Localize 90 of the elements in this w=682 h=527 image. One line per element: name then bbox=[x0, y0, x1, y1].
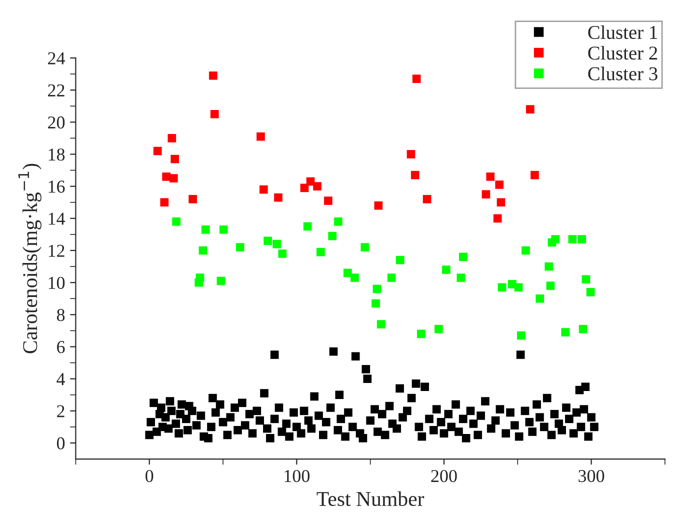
legend-label: Cluster 1 bbox=[588, 25, 657, 40]
point bbox=[514, 283, 523, 292]
y-tick-label: 2 bbox=[57, 405, 64, 418]
point bbox=[278, 250, 287, 258]
point bbox=[219, 225, 228, 234]
y-tick-label: 12 bbox=[48, 244, 64, 257]
point bbox=[201, 225, 210, 234]
point bbox=[168, 134, 176, 142]
point bbox=[456, 274, 466, 282]
point bbox=[551, 235, 560, 244]
point bbox=[582, 275, 590, 284]
point bbox=[495, 180, 504, 189]
point bbox=[372, 284, 382, 294]
point bbox=[162, 172, 170, 181]
y-tick-label: 8 bbox=[56, 308, 65, 322]
point bbox=[544, 262, 554, 271]
point bbox=[482, 190, 490, 198]
point bbox=[172, 217, 180, 226]
point bbox=[236, 243, 244, 252]
y-tick-label: 18 bbox=[48, 148, 65, 161]
point bbox=[526, 105, 534, 114]
point bbox=[496, 198, 506, 207]
point bbox=[313, 182, 322, 190]
point bbox=[169, 174, 178, 182]
x-axis-title: Test Number bbox=[316, 491, 424, 506]
y-tick-label: 0 bbox=[56, 437, 65, 450]
point bbox=[216, 276, 226, 286]
point bbox=[196, 274, 204, 282]
y-tick-label: 24 bbox=[48, 52, 66, 64]
y-axis-title: Carotenoids(mg·kg$^{−1}$) bbox=[18, 164, 42, 354]
point bbox=[376, 320, 386, 328]
point bbox=[486, 172, 495, 181]
point bbox=[578, 235, 586, 244]
point bbox=[442, 266, 450, 274]
point bbox=[272, 240, 281, 248]
x-tick-label: 0 bbox=[146, 470, 154, 482]
point bbox=[536, 294, 544, 303]
point bbox=[153, 146, 162, 156]
point bbox=[188, 194, 197, 204]
point bbox=[256, 132, 265, 141]
point bbox=[372, 299, 380, 308]
point bbox=[374, 201, 383, 210]
point bbox=[458, 252, 468, 262]
point bbox=[568, 235, 577, 244]
point bbox=[210, 110, 219, 118]
point bbox=[328, 232, 336, 240]
point bbox=[350, 274, 359, 282]
point bbox=[343, 268, 352, 278]
point bbox=[160, 198, 169, 207]
x-tick-label: 100 bbox=[284, 470, 310, 482]
point bbox=[410, 170, 420, 180]
point bbox=[498, 283, 506, 292]
point bbox=[360, 243, 370, 252]
point bbox=[396, 256, 404, 264]
point bbox=[208, 71, 218, 80]
point bbox=[561, 328, 570, 336]
point bbox=[586, 288, 595, 296]
y-tick-label: 22 bbox=[48, 84, 64, 96]
point bbox=[406, 150, 416, 158]
point bbox=[387, 274, 396, 282]
point bbox=[578, 324, 588, 334]
point bbox=[300, 184, 309, 192]
legend-label: Cluster 2 bbox=[588, 46, 658, 60]
point bbox=[274, 193, 282, 202]
point bbox=[546, 282, 555, 290]
point bbox=[416, 330, 426, 338]
y-tick-label: 16 bbox=[48, 180, 65, 193]
legend-label: Cluster 3 bbox=[588, 66, 658, 80]
y-tick-label: 6 bbox=[57, 341, 65, 354]
x-tick-label: 200 bbox=[431, 470, 457, 482]
y-tick-label: 20 bbox=[48, 116, 65, 129]
x-tick-label: 300 bbox=[578, 470, 604, 482]
point bbox=[493, 214, 502, 223]
point bbox=[170, 154, 180, 164]
point bbox=[517, 331, 526, 340]
point bbox=[264, 236, 272, 246]
point bbox=[422, 194, 432, 204]
point bbox=[316, 248, 325, 256]
point bbox=[530, 170, 539, 180]
y-tick-label: 10 bbox=[48, 276, 65, 289]
point bbox=[412, 74, 421, 83]
point bbox=[324, 196, 332, 205]
point bbox=[334, 217, 342, 226]
point bbox=[198, 246, 208, 255]
y-tick-label: 4 bbox=[56, 373, 66, 386]
y-tick-label: 14 bbox=[48, 212, 66, 225]
point bbox=[303, 222, 312, 231]
point bbox=[260, 185, 268, 194]
point bbox=[434, 324, 443, 334]
point bbox=[522, 246, 530, 255]
